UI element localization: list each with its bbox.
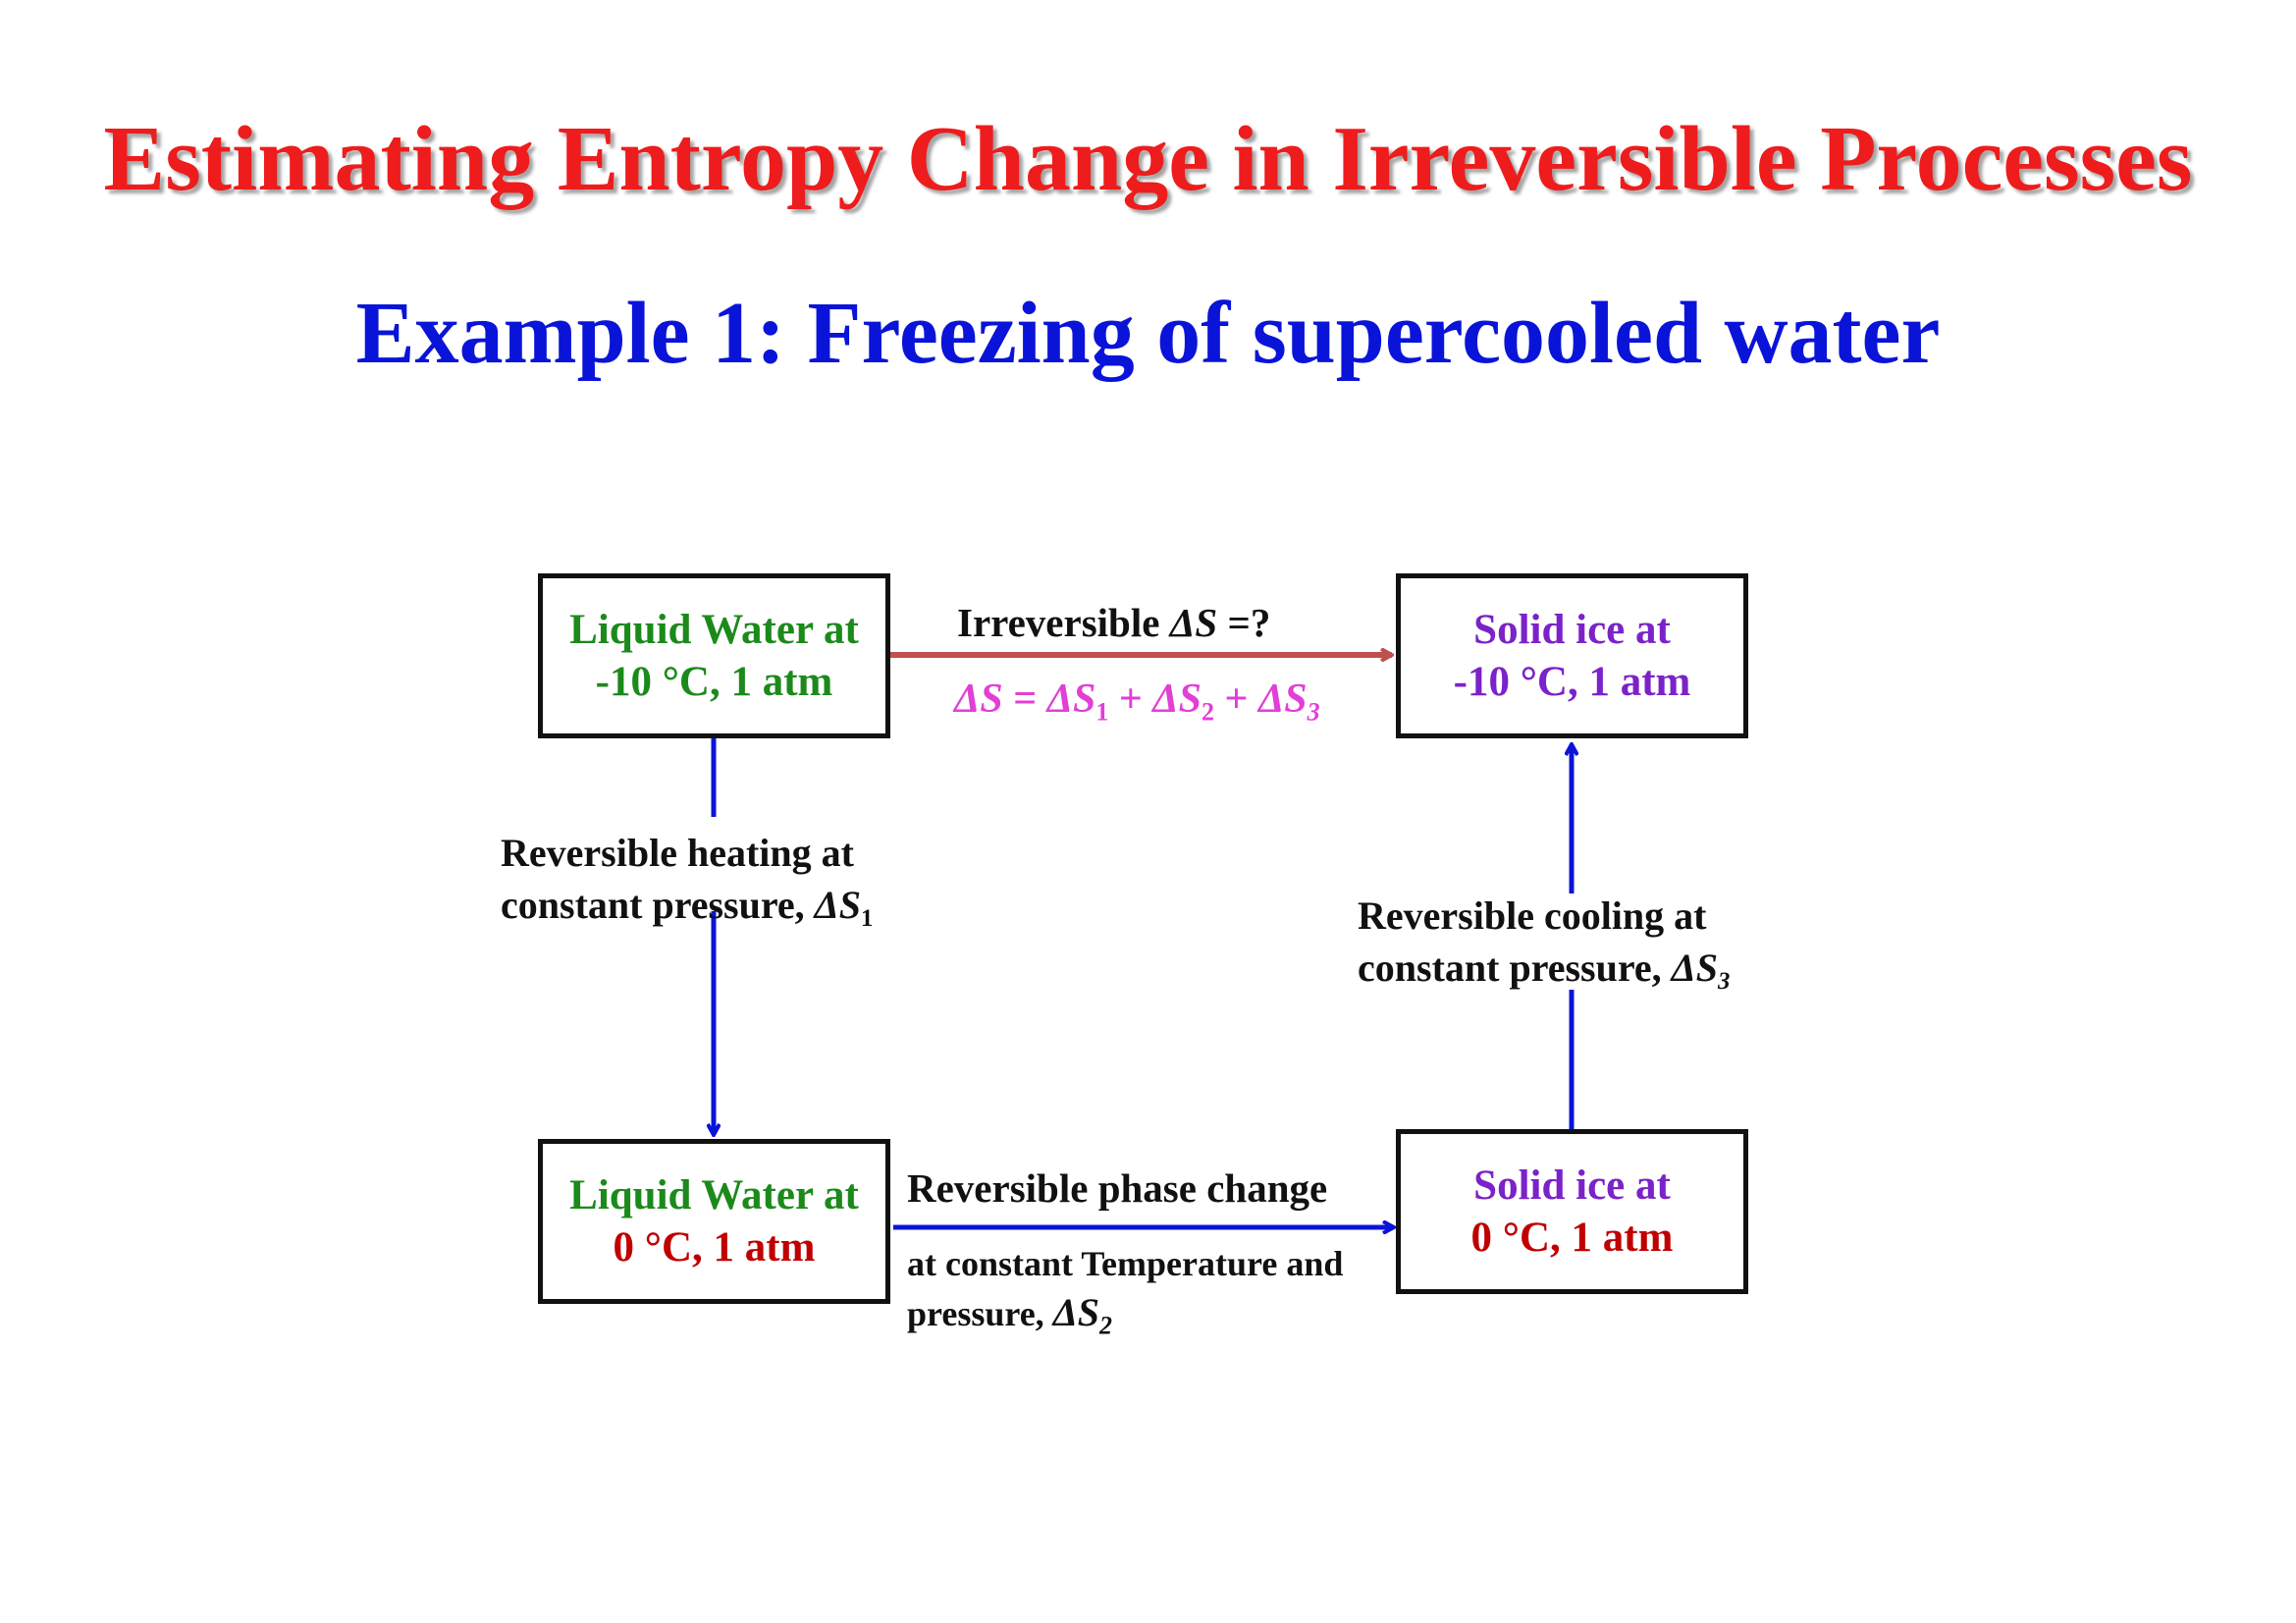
delta-s: ΔS [814, 883, 861, 927]
box-liquid-water-0: Liquid Water at 0 °C, 1 atm [538, 1139, 890, 1304]
phase-change-label-line2: at constant Temperature and pressure, ΔS… [907, 1239, 1343, 1338]
irreversible-label: Irreversible ΔS =? [957, 597, 1270, 649]
delta-s: ΔS [1257, 676, 1308, 722]
delta-s: ΔS [1046, 676, 1096, 722]
subscript: 2 [1201, 697, 1215, 727]
cooling-line2: constant pressure, ΔS3 [1358, 942, 1730, 994]
delta-s: ΔS [1152, 676, 1201, 722]
cooling-line2-text: constant pressure, [1358, 946, 1672, 990]
delta-s: ΔS [1169, 600, 1218, 645]
subscript: 2 [1099, 1311, 1113, 1340]
box-line: Liquid Water at [569, 607, 859, 653]
delta-s: ΔS [1052, 1290, 1100, 1334]
subscript: 3 [1717, 967, 1731, 995]
cooling-label: Reversible cooling at constant pressure,… [1358, 890, 1730, 994]
cooling-line1: Reversible cooling at [1358, 893, 1707, 938]
heating-line2-text: constant pressure, [501, 883, 815, 927]
box-solid-ice-0: Solid ice at 0 °C, 1 atm [1396, 1129, 1748, 1294]
subscript: 1 [860, 904, 874, 932]
box-line: Liquid Water at [569, 1172, 859, 1218]
subscript: 3 [1307, 697, 1320, 727]
heating-line1: Reversible heating at [501, 831, 854, 875]
plus: + [1108, 676, 1153, 722]
box-solid-ice-minus10: Solid ice at -10 °C, 1 atm [1396, 573, 1748, 738]
plus: + [1214, 676, 1258, 722]
box-line: 0 °C, 1 atm [1470, 1215, 1674, 1261]
page-title: Estimating Entropy Change in Irreversibl… [103, 108, 2193, 210]
box-line: Solid ice at [1473, 607, 1671, 653]
page-subtitle: Example 1: Freezing of supercooled water [355, 285, 1941, 382]
delta-s: ΔS [1671, 946, 1718, 990]
box-line: 0 °C, 1 atm [613, 1224, 816, 1271]
phase-change-label: Reversible phase change [907, 1165, 1328, 1211]
heating-label: Reversible heating at constant pressure,… [501, 827, 873, 931]
box-line: -10 °C, 1 atm [1453, 659, 1691, 705]
box-liquid-water-minus10: Liquid Water at -10 °C, 1 atm [538, 573, 890, 738]
phase-line3-text: pressure, [907, 1294, 1053, 1333]
phase-line2: at constant Temperature and [907, 1244, 1344, 1283]
heating-line2: constant pressure, ΔS1 [501, 879, 873, 931]
irreversible-prefix: Irreversible [957, 600, 1170, 645]
box-line: Solid ice at [1473, 1163, 1671, 1209]
phase-line3: pressure, ΔS2 [907, 1288, 1343, 1338]
irreversible-suffix: =? [1217, 600, 1271, 645]
entropy-sum-equation: ΔS = ΔS1 + ΔS2 + ΔS3 [954, 676, 1320, 727]
delta-s: ΔS [954, 676, 1003, 722]
box-line: -10 °C, 1 atm [595, 659, 833, 705]
equals: = [1002, 676, 1047, 722]
subscript: 1 [1095, 697, 1109, 727]
